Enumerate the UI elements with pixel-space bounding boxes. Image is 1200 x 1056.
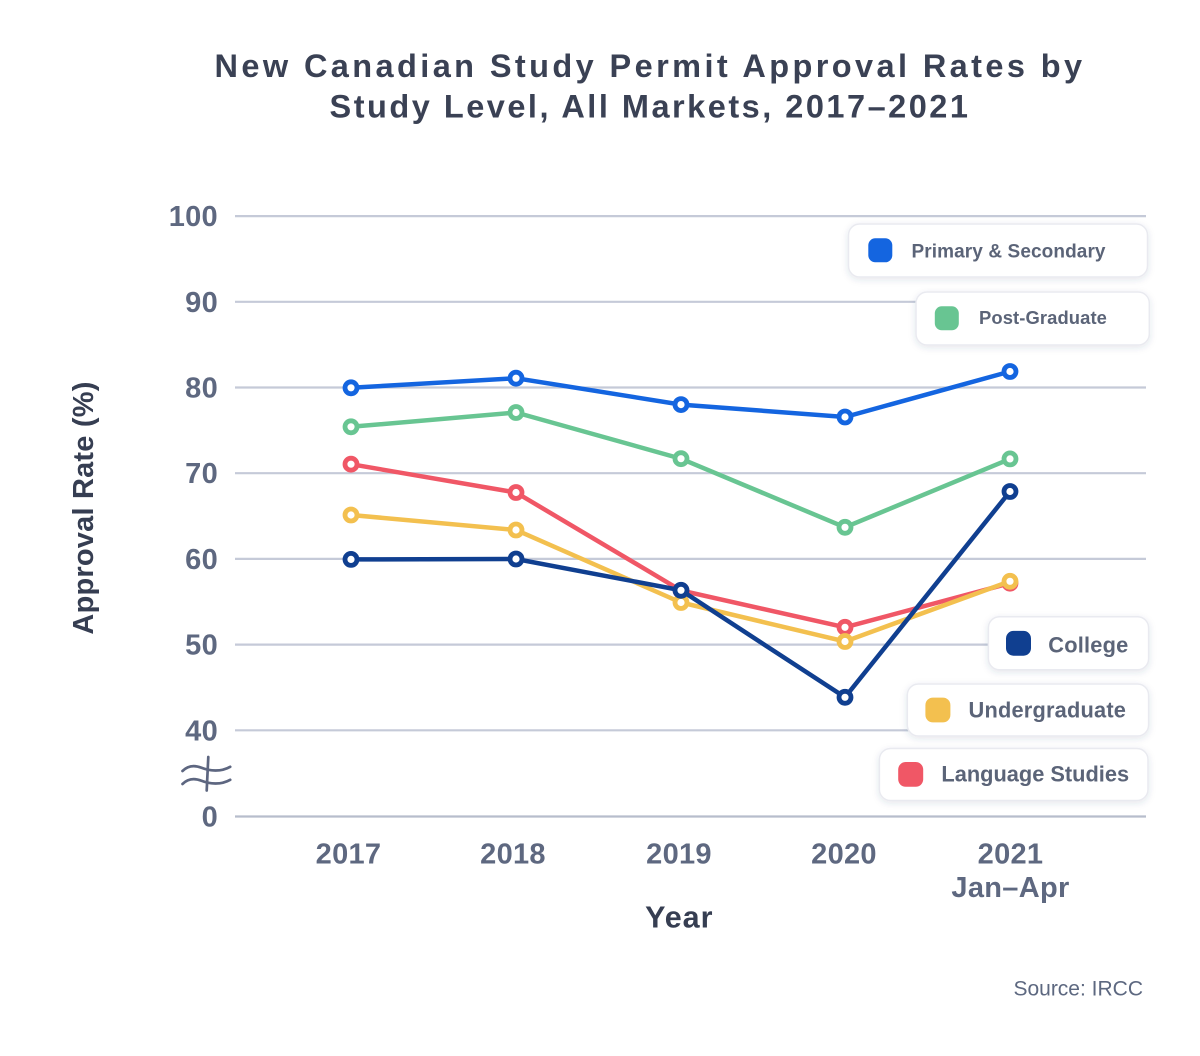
svg-text:Source: IRCC: Source: IRCC	[1013, 978, 1143, 1001]
svg-text:Language Studies: Language Studies	[941, 761, 1129, 786]
svg-text:50: 50	[185, 630, 218, 662]
svg-text:Year: Year	[645, 901, 713, 935]
svg-text:40: 40	[185, 715, 218, 747]
svg-text:60: 60	[185, 544, 218, 576]
svg-text:New Canadian Study Permit Appr: New Canadian Study Permit Approval Rates…	[214, 48, 1085, 84]
svg-text:Undergraduate: Undergraduate	[969, 697, 1127, 722]
svg-text:College: College	[1048, 632, 1128, 657]
svg-text:Post-Graduate: Post-Graduate	[979, 307, 1107, 328]
svg-text:2020: 2020	[811, 839, 877, 871]
svg-text:Approval Rate (%): Approval Rate (%)	[68, 381, 100, 634]
svg-text:2018: 2018	[480, 839, 546, 871]
svg-text:Study Level, All Markets, 2017: Study Level, All Markets, 2017–2021	[330, 89, 971, 125]
svg-text:90: 90	[185, 287, 218, 319]
svg-text:70: 70	[185, 458, 218, 490]
svg-text:0: 0	[202, 802, 218, 834]
svg-text:2021: 2021	[978, 839, 1044, 871]
svg-text:80: 80	[185, 373, 218, 405]
svg-text:2017: 2017	[316, 839, 382, 871]
svg-text:100: 100	[169, 201, 218, 233]
svg-text:Jan–Apr: Jan–Apr	[951, 872, 1069, 904]
svg-text:2019: 2019	[646, 839, 712, 871]
svg-text:Primary & Secondary: Primary & Secondary	[912, 242, 1106, 263]
